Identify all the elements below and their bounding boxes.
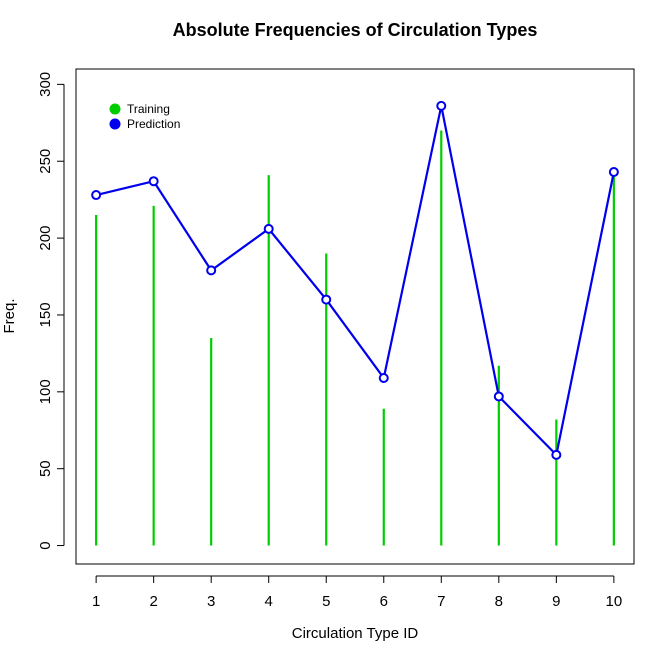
legend-label-prediction: Prediction (127, 117, 180, 131)
x-tick-label: 10 (606, 593, 623, 610)
prediction-point-1 (91, 190, 102, 201)
y-tick-label: 0 (37, 541, 54, 549)
prediction-point-2 (148, 176, 159, 187)
y-tick-label: 200 (37, 226, 54, 251)
prediction-point-9 (551, 449, 562, 460)
prediction-point-6 (378, 372, 389, 383)
x-tick-label: 5 (322, 593, 330, 610)
y-tick-label: 50 (37, 460, 54, 477)
x-tick-label: 7 (437, 593, 445, 610)
prediction-point-4 (263, 223, 274, 234)
x-tick-label: 1 (92, 593, 100, 610)
x-axis: 1 2 3 4 5 6 7 8 9 10 (92, 575, 623, 610)
y-tick-label: 250 (37, 149, 54, 174)
legend-marker-training (109, 103, 121, 115)
prediction-point-7 (436, 100, 447, 111)
x-tick-label: 3 (207, 593, 215, 610)
prediction-point-10 (608, 166, 619, 177)
plot-frame (75, 68, 635, 565)
legend-label-training: Training (127, 102, 170, 116)
y-axis: 0 50 100 150 200 250 300 (37, 72, 65, 550)
x-tick-label: 2 (149, 593, 157, 610)
y-tick-label: 100 (37, 379, 54, 404)
chart-title: Absolute Frequencies of Circulation Type… (173, 20, 538, 40)
x-tick-label: 9 (552, 593, 560, 610)
prediction-point-3 (206, 265, 217, 276)
y-tick-label: 150 (37, 302, 54, 327)
y-tick-label: 300 (37, 72, 54, 97)
prediction-point-5 (321, 294, 332, 305)
x-tick-label: 4 (265, 593, 273, 610)
x-tick-label: 6 (380, 593, 388, 610)
prediction-series (91, 100, 619, 460)
x-axis-label: Circulation Type ID (292, 625, 419, 642)
prediction-line-path (95, 105, 615, 458)
legend-marker-prediction (109, 118, 121, 130)
legend: Training Prediction (109, 102, 180, 131)
prediction-point-8 (493, 391, 504, 402)
x-tick-label: 8 (495, 593, 503, 610)
training-series (95, 130, 615, 546)
y-axis-label: Freq. (1, 298, 18, 333)
